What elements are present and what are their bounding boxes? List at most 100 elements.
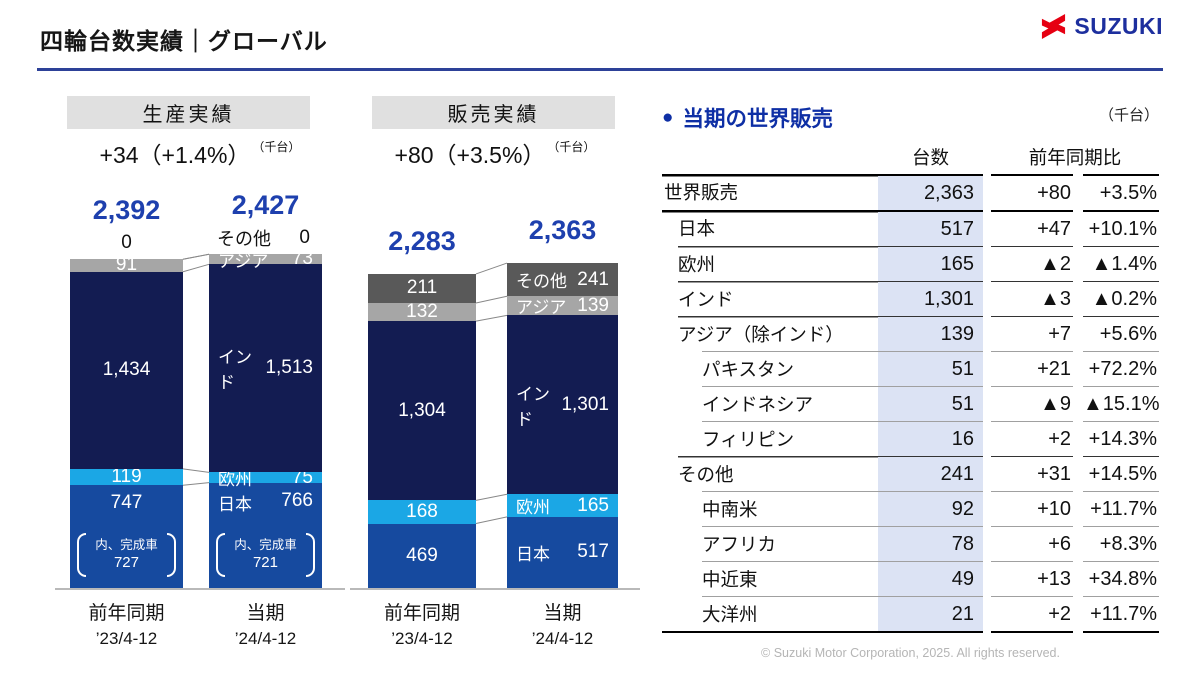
- column-gap: [1073, 281, 1083, 316]
- bar-segment-欧州: 168: [368, 500, 476, 524]
- volume-cell: 2,363: [878, 174, 983, 210]
- segment-value-label: 168: [406, 500, 438, 522]
- yoy-percent-cell: +8.3%: [1083, 526, 1160, 561]
- yoy-delta-cell: ▲3: [991, 281, 1073, 316]
- note-value: 727: [113, 554, 139, 572]
- title-underline: [37, 68, 1163, 71]
- yoy-percent-cell: +11.7%: [1083, 596, 1160, 633]
- category-period-label: 前年同期: [88, 603, 165, 624]
- bracket-left-icon: [216, 532, 225, 577]
- column-gap: [983, 316, 991, 351]
- note-label: 内、完成車: [95, 538, 158, 553]
- table-unit-label: （千台）: [1098, 107, 1159, 124]
- header-yoy: 前年同期比: [1028, 147, 1122, 168]
- column-gap: [983, 386, 991, 421]
- segment-region-label: その他: [217, 229, 271, 250]
- column-gap: [983, 246, 991, 281]
- yoy-delta-cell: ▲2: [991, 246, 1073, 281]
- yoy-delta-cell: +2: [991, 596, 1073, 633]
- segment-value-label: 517: [577, 541, 609, 563]
- zero-segment-label: その他 0: [209, 226, 322, 250]
- column-gap: [983, 421, 991, 456]
- bar-segment-日本: 747 内、完成車 727: [70, 485, 183, 588]
- segment-value-label: 1,304: [398, 399, 446, 421]
- category-period-label: 当期: [543, 603, 582, 624]
- production-panel-label: 生産実績: [142, 104, 235, 126]
- segment-region-label: アジア: [516, 298, 567, 318]
- yoy-delta-cell: +7: [991, 316, 1073, 351]
- x-axis-line: [55, 588, 345, 590]
- volume-cell: 241: [878, 456, 983, 491]
- column-gap: [1073, 316, 1083, 351]
- bar-segment-アジア: アジア 139: [507, 294, 618, 318]
- header-gap: [983, 140, 991, 174]
- bar-segment-欧州: 欧州 165: [507, 494, 618, 517]
- column-gap: [1073, 561, 1083, 596]
- yoy-percent-cell: +11.7%: [1083, 491, 1160, 526]
- column-gap: [983, 281, 991, 316]
- yoy-percent-cell: +3.5%: [1083, 174, 1160, 210]
- bar-total-label: 2,363: [528, 215, 597, 246]
- column-gap: [1073, 351, 1083, 386]
- column-gap: [983, 526, 991, 561]
- category-dates-label: ’23/4-12: [95, 629, 158, 648]
- table-row: 中近東 49 +13 +34.8%: [662, 561, 1160, 596]
- bar-segment-インド: インド 1,513: [209, 264, 322, 473]
- yoy-percent-cell: +14.5%: [1083, 456, 1160, 491]
- volume-cell: 51: [878, 386, 983, 421]
- row-label: パキスタン: [662, 351, 878, 386]
- yoy-percent-cell: +72.2%: [1083, 351, 1160, 386]
- yoy-delta-cell: +10: [991, 491, 1073, 526]
- page-title: 四輪台数実績｜グローバル: [40, 28, 328, 54]
- volume-cell: 21: [878, 596, 983, 633]
- zero-segment-label: 0: [121, 232, 132, 254]
- production-unit-label: （千台）: [252, 140, 301, 154]
- axis-category-label: 前年同期 ’23/4-12: [57, 598, 197, 649]
- table-row: 大洋州 21 +2 +11.7%: [662, 596, 1160, 633]
- bar-segment-アジア: アジア 73: [209, 248, 322, 271]
- axis-category-label: 前年同期 ’23/4-12: [352, 598, 492, 649]
- segment-value-label: 766: [281, 489, 313, 511]
- segment-region-label: 欧州: [218, 470, 252, 490]
- bar-segment-日本: 469: [368, 523, 476, 588]
- column-gap: [983, 174, 991, 210]
- bar-total-label: 2,283: [388, 225, 456, 256]
- axis-category-label: 当期 ’24/4-12: [493, 598, 633, 649]
- segment-value-label: 139: [577, 294, 609, 316]
- column-gap: [983, 561, 991, 596]
- row-label: 中南米: [662, 491, 878, 526]
- volume-cell: 165: [878, 246, 983, 281]
- yoy-delta-cell: +13: [991, 561, 1073, 596]
- volume-cell: 49: [878, 561, 983, 596]
- volume-cell: 78: [878, 526, 983, 561]
- segment-value-label: 132: [406, 301, 438, 323]
- row-label: フィリピン: [662, 421, 878, 456]
- suzuki-s-mark-icon: [1042, 13, 1066, 40]
- table-header-row: 台数 前年同期比: [662, 140, 1159, 174]
- sales-chart: 469 168 1,304 132 211 2,283 前年同期 ’23/4-12 日本 517 欧…: [350, 90, 640, 674]
- segment-region-label: その他: [516, 272, 567, 292]
- segment-region-label: 欧州: [516, 498, 550, 518]
- bracket-right-icon: [166, 532, 176, 577]
- row-label: 欧州: [662, 246, 878, 281]
- bar-segment-欧州: 119: [70, 466, 183, 487]
- segment-region-label: 日本: [218, 494, 252, 514]
- category-dates-label: ’24/4-12: [531, 629, 594, 648]
- header-volume: 台数: [911, 147, 949, 168]
- bar-segment-アジア: 91: [70, 254, 183, 275]
- column-gap: [1073, 210, 1083, 246]
- volume-cell: 517: [878, 210, 983, 246]
- x-axis-line: [350, 588, 640, 590]
- segment-value-label: 241: [577, 268, 609, 290]
- segment-value-label: 73: [291, 248, 313, 270]
- bar-segment-インド: インド 1,301: [507, 315, 618, 495]
- volume-cell: 92: [878, 491, 983, 526]
- column-gap: [1073, 174, 1083, 210]
- column-gap: [983, 491, 991, 526]
- world-sales-title: ● 当期の世界販売: [662, 102, 833, 133]
- yoy-delta-cell: +6: [991, 526, 1073, 561]
- bar-segment-アジア: 132: [368, 301, 476, 323]
- bar-segment-インド: 1,304: [368, 321, 476, 501]
- row-label: 大洋州: [662, 596, 878, 633]
- row-label: インド: [662, 281, 878, 316]
